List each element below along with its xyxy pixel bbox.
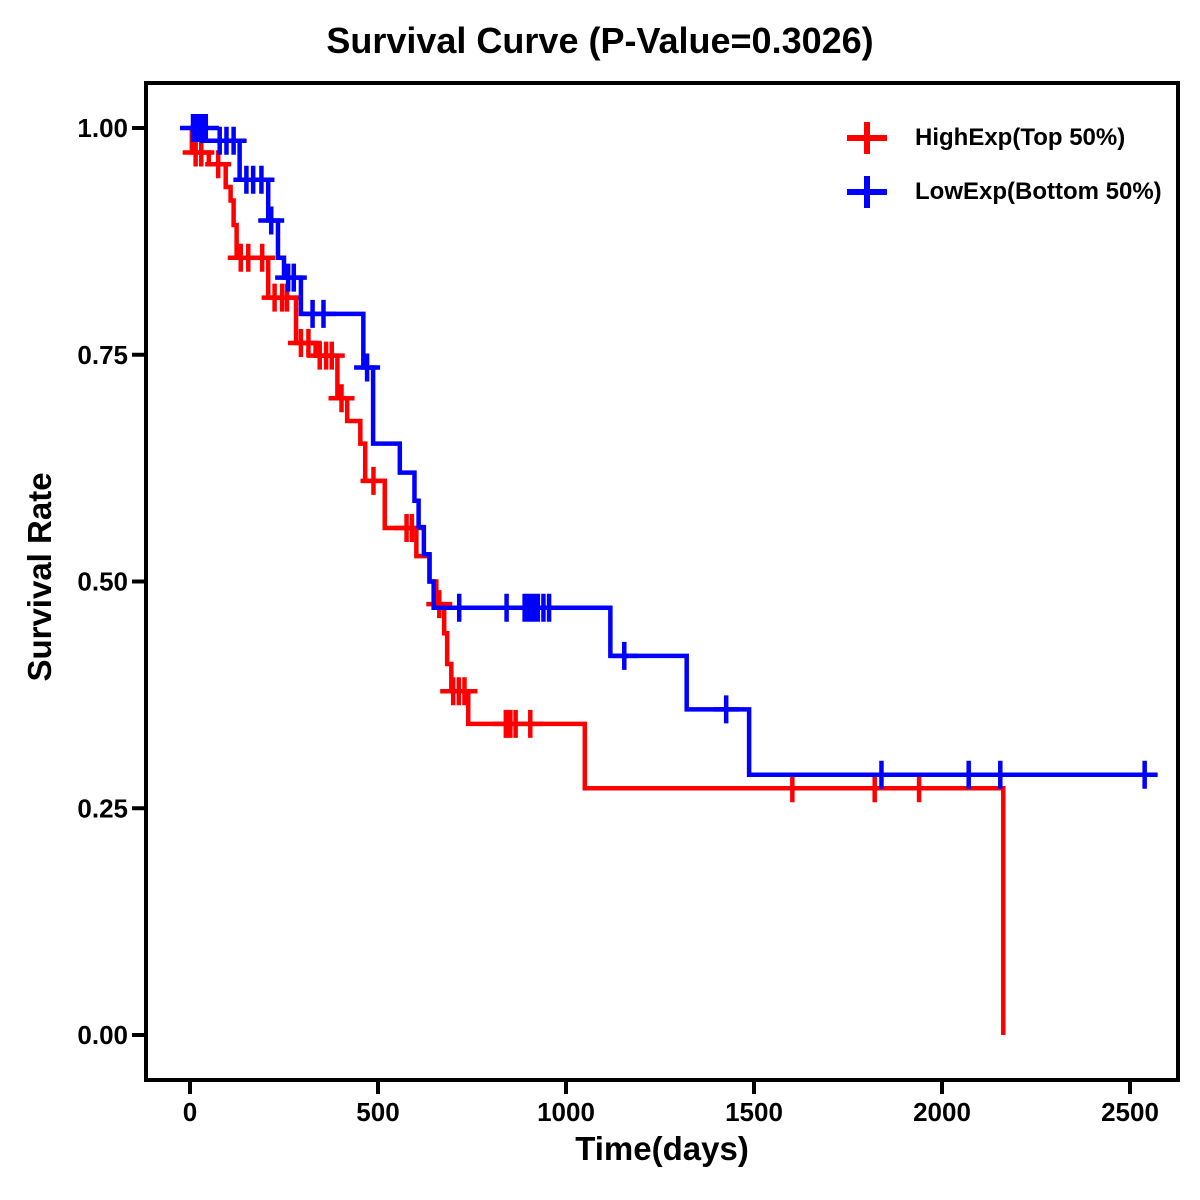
censor-plus-icon-highexp: [847, 122, 887, 154]
x-tick-label: 1500: [725, 1097, 783, 1127]
y-tick-label: 0.75: [77, 340, 128, 370]
censor-marks-highexp: [182, 138, 933, 803]
legend-item-lowexp: LowExp(Bottom 50%): [845, 174, 1162, 210]
censor-plus-icon-lowexp: [847, 176, 887, 208]
legend-item-highexp: HighExp(Top 50%): [845, 120, 1162, 156]
x-tick-label: 1000: [537, 1097, 595, 1127]
x-tick-label: 2500: [1101, 1097, 1159, 1127]
chart-title: Survival Curve (P-Value=0.3026): [326, 20, 874, 61]
x-tick-label: 500: [356, 1097, 399, 1127]
y-tick-label: 0.50: [77, 567, 128, 597]
censor-marks-lowexp: [180, 114, 1158, 789]
panel-border: [144, 81, 1180, 1082]
x-axis-label: Time(days): [575, 1130, 749, 1167]
censor-plus-glyph: [847, 122, 887, 154]
legend: HighExp(Top 50%) LowExp(Bottom 50%): [845, 120, 1162, 210]
x-tick-label: 2000: [913, 1097, 971, 1127]
legend-label-highexp: HighExp(Top 50%): [915, 124, 1126, 151]
survival-curve-lowexp: [190, 125, 1157, 777]
y-tick-label: 1.00: [77, 113, 128, 143]
y-tick-label: 0.25: [77, 793, 128, 823]
survival-curve-highexp: [189, 125, 1006, 1035]
legend-label-lowexp: LowExp(Bottom 50%): [915, 178, 1162, 205]
censor-plus-glyph: [847, 176, 887, 208]
x-tick-label: 0: [183, 1097, 197, 1127]
y-tick-label: 0.00: [77, 1020, 128, 1050]
